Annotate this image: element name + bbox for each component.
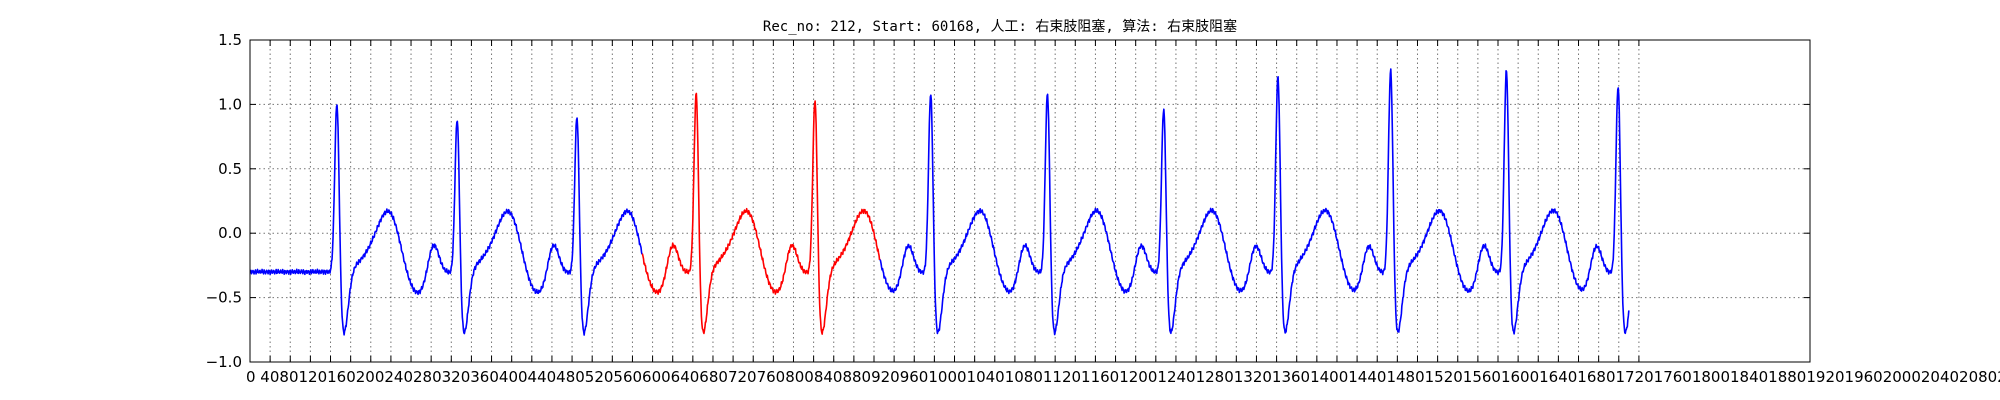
y-tick-label: 0.5 bbox=[218, 160, 242, 178]
y-axis: −1.0 −0.5 0.0 0.5 1.0 1.5 bbox=[206, 31, 1810, 371]
series-0-line-segment-0 bbox=[249, 104, 643, 336]
plot-area bbox=[249, 68, 1630, 336]
x-tick-labels: 0 40801201602002402803203604004404805205… bbox=[246, 368, 2000, 386]
y-tick-label: −0.5 bbox=[206, 289, 242, 307]
x-axis bbox=[249, 40, 1640, 362]
chart-title: Rec_no: 212, Start: 60168, 人工: 右束肢阻塞, 算法… bbox=[763, 18, 1237, 35]
y-tick-label: 1.5 bbox=[218, 31, 242, 49]
grid bbox=[250, 40, 1810, 362]
series-1-line-segment-0 bbox=[641, 92, 881, 335]
y-tick-label: 1.0 bbox=[218, 95, 242, 113]
y-tick-label: 0.0 bbox=[218, 224, 242, 242]
plot-frame bbox=[249, 39, 1811, 363]
y-tick-label: −1.0 bbox=[206, 353, 242, 371]
series-0-line-segment-1 bbox=[879, 68, 1630, 336]
